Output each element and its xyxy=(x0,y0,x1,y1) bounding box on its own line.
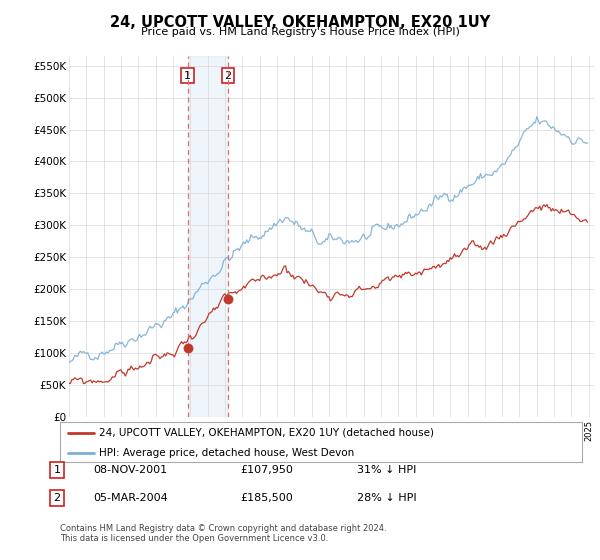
Text: HPI: Average price, detached house, West Devon: HPI: Average price, detached house, West… xyxy=(99,448,355,458)
Text: 1: 1 xyxy=(184,71,191,81)
Text: 1: 1 xyxy=(53,465,61,475)
Text: This data is licensed under the Open Government Licence v3.0.: This data is licensed under the Open Gov… xyxy=(60,534,328,543)
Text: 2: 2 xyxy=(53,493,61,503)
Text: 2: 2 xyxy=(224,71,232,81)
Text: Contains HM Land Registry data © Crown copyright and database right 2024.: Contains HM Land Registry data © Crown c… xyxy=(60,524,386,533)
Text: Price paid vs. HM Land Registry's House Price Index (HPI): Price paid vs. HM Land Registry's House … xyxy=(140,27,460,37)
Point xyxy=(223,294,233,303)
Text: 24, UPCOTT VALLEY, OKEHAMPTON, EX20 1UY: 24, UPCOTT VALLEY, OKEHAMPTON, EX20 1UY xyxy=(110,15,490,30)
Text: £185,500: £185,500 xyxy=(240,493,293,503)
Bar xyxy=(188,56,228,417)
Text: £107,950: £107,950 xyxy=(240,465,293,475)
Text: 24, UPCOTT VALLEY, OKEHAMPTON, EX20 1UY (detached house): 24, UPCOTT VALLEY, OKEHAMPTON, EX20 1UY … xyxy=(99,428,434,438)
Point xyxy=(183,344,193,353)
Text: 28% ↓ HPI: 28% ↓ HPI xyxy=(357,493,416,503)
Text: 05-MAR-2004: 05-MAR-2004 xyxy=(93,493,168,503)
Text: 08-NOV-2001: 08-NOV-2001 xyxy=(93,465,167,475)
Text: 31% ↓ HPI: 31% ↓ HPI xyxy=(357,465,416,475)
